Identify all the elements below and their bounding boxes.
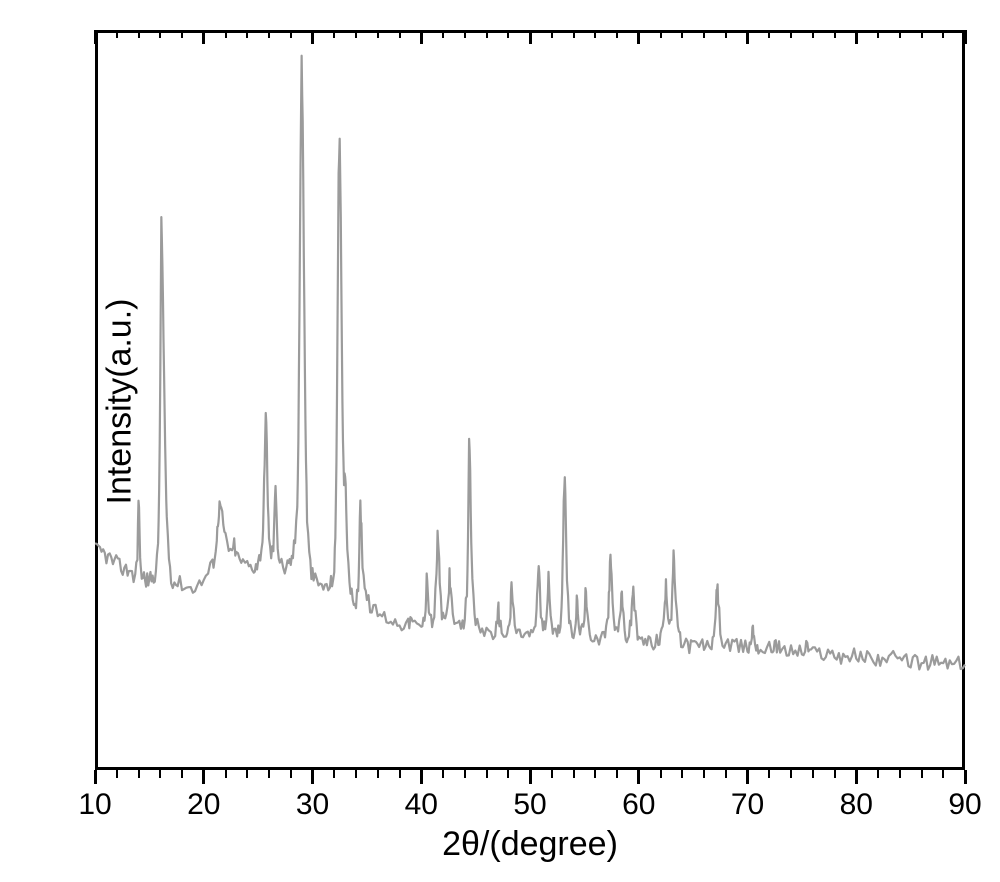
x-tick-minor-top (181, 30, 183, 38)
x-tick-minor (399, 770, 401, 778)
x-tick-minor (290, 770, 292, 778)
x-tick-minor-top (464, 30, 466, 38)
x-tick-label: 80 (840, 788, 873, 822)
x-tick-minor-top (942, 30, 944, 38)
x-tick-minor (573, 770, 575, 778)
x-tick-minor (225, 770, 227, 778)
x-axis-label: 2θ/(degree) (380, 825, 680, 864)
x-tick-minor (594, 770, 596, 778)
xrd-line-plot (95, 30, 965, 770)
x-tick-minor (333, 770, 335, 778)
x-tick-minor (246, 770, 248, 778)
x-tick-minor (464, 770, 466, 778)
x-tick-minor-top (573, 30, 575, 38)
x-tick-minor (159, 770, 161, 778)
x-tick-major (311, 770, 314, 784)
x-tick-label: 20 (187, 788, 220, 822)
x-tick-minor-top (377, 30, 379, 38)
x-tick-major-top (94, 30, 97, 44)
x-tick-minor-top (834, 30, 836, 38)
x-tick-minor-top (442, 30, 444, 38)
x-tick-minor (442, 770, 444, 778)
x-tick-minor (681, 770, 683, 778)
x-tick-label: 50 (513, 788, 546, 822)
x-tick-minor-top (246, 30, 248, 38)
x-tick-minor-top (790, 30, 792, 38)
x-tick-label: 90 (948, 788, 981, 822)
x-tick-minor-top (681, 30, 683, 38)
x-tick-minor-top (768, 30, 770, 38)
x-tick-minor (790, 770, 792, 778)
xrd-chart: Intensity(a.u.) 2θ/(degree) 10 20 30 40 50 60… (0, 0, 1000, 882)
x-tick-minor-top (399, 30, 401, 38)
x-tick-minor-top (594, 30, 596, 38)
x-tick-minor-top (159, 30, 161, 38)
x-tick-minor-top (333, 30, 335, 38)
x-tick-label: 10 (78, 788, 111, 822)
x-tick-minor (725, 770, 727, 778)
x-tick-major (637, 770, 640, 784)
x-tick-major (529, 770, 532, 784)
x-tick-major (855, 770, 858, 784)
x-tick-major-top (202, 30, 205, 44)
x-tick-minor-top (812, 30, 814, 38)
x-tick-minor (768, 770, 770, 778)
x-tick-minor-top (551, 30, 553, 38)
x-tick-minor (486, 770, 488, 778)
x-tick-major-top (529, 30, 532, 44)
x-tick-minor (551, 770, 553, 778)
x-tick-minor (181, 770, 183, 778)
x-tick-minor (660, 770, 662, 778)
x-tick-minor (507, 770, 509, 778)
x-tick-minor-top (138, 30, 140, 38)
xrd-trace (95, 56, 965, 670)
x-tick-minor-top (703, 30, 705, 38)
x-tick-minor (355, 770, 357, 778)
x-tick-minor-top (268, 30, 270, 38)
x-tick-minor-top (616, 30, 618, 38)
x-tick-minor-top (877, 30, 879, 38)
x-tick-minor (899, 770, 901, 778)
x-tick-major-top (311, 30, 314, 44)
x-tick-minor (268, 770, 270, 778)
x-tick-major (94, 770, 97, 784)
x-tick-major-top (964, 30, 967, 44)
x-tick-minor-top (355, 30, 357, 38)
x-tick-major-top (637, 30, 640, 44)
x-tick-minor-top (116, 30, 118, 38)
x-tick-minor (616, 770, 618, 778)
x-tick-minor-top (225, 30, 227, 38)
y-axis-label: Intensity(a.u.) (100, 299, 139, 505)
x-tick-minor (834, 770, 836, 778)
x-tick-major-top (420, 30, 423, 44)
x-tick-minor-top (899, 30, 901, 38)
x-tick-major (746, 770, 749, 784)
x-tick-label: 40 (405, 788, 438, 822)
x-tick-label: 30 (296, 788, 329, 822)
x-tick-minor (877, 770, 879, 778)
x-tick-major (202, 770, 205, 784)
x-tick-minor (812, 770, 814, 778)
x-tick-minor (116, 770, 118, 778)
x-tick-minor-top (921, 30, 923, 38)
x-tick-minor-top (507, 30, 509, 38)
x-tick-major (420, 770, 423, 784)
x-tick-major-top (855, 30, 858, 44)
x-tick-minor-top (725, 30, 727, 38)
x-tick-major (964, 770, 967, 784)
x-tick-major-top (746, 30, 749, 44)
x-tick-label: 60 (622, 788, 655, 822)
x-tick-label: 70 (731, 788, 764, 822)
x-tick-minor (138, 770, 140, 778)
x-tick-minor (377, 770, 379, 778)
x-tick-minor-top (290, 30, 292, 38)
x-tick-minor-top (660, 30, 662, 38)
x-tick-minor (921, 770, 923, 778)
x-tick-minor (703, 770, 705, 778)
x-tick-minor (942, 770, 944, 778)
x-tick-minor-top (486, 30, 488, 38)
